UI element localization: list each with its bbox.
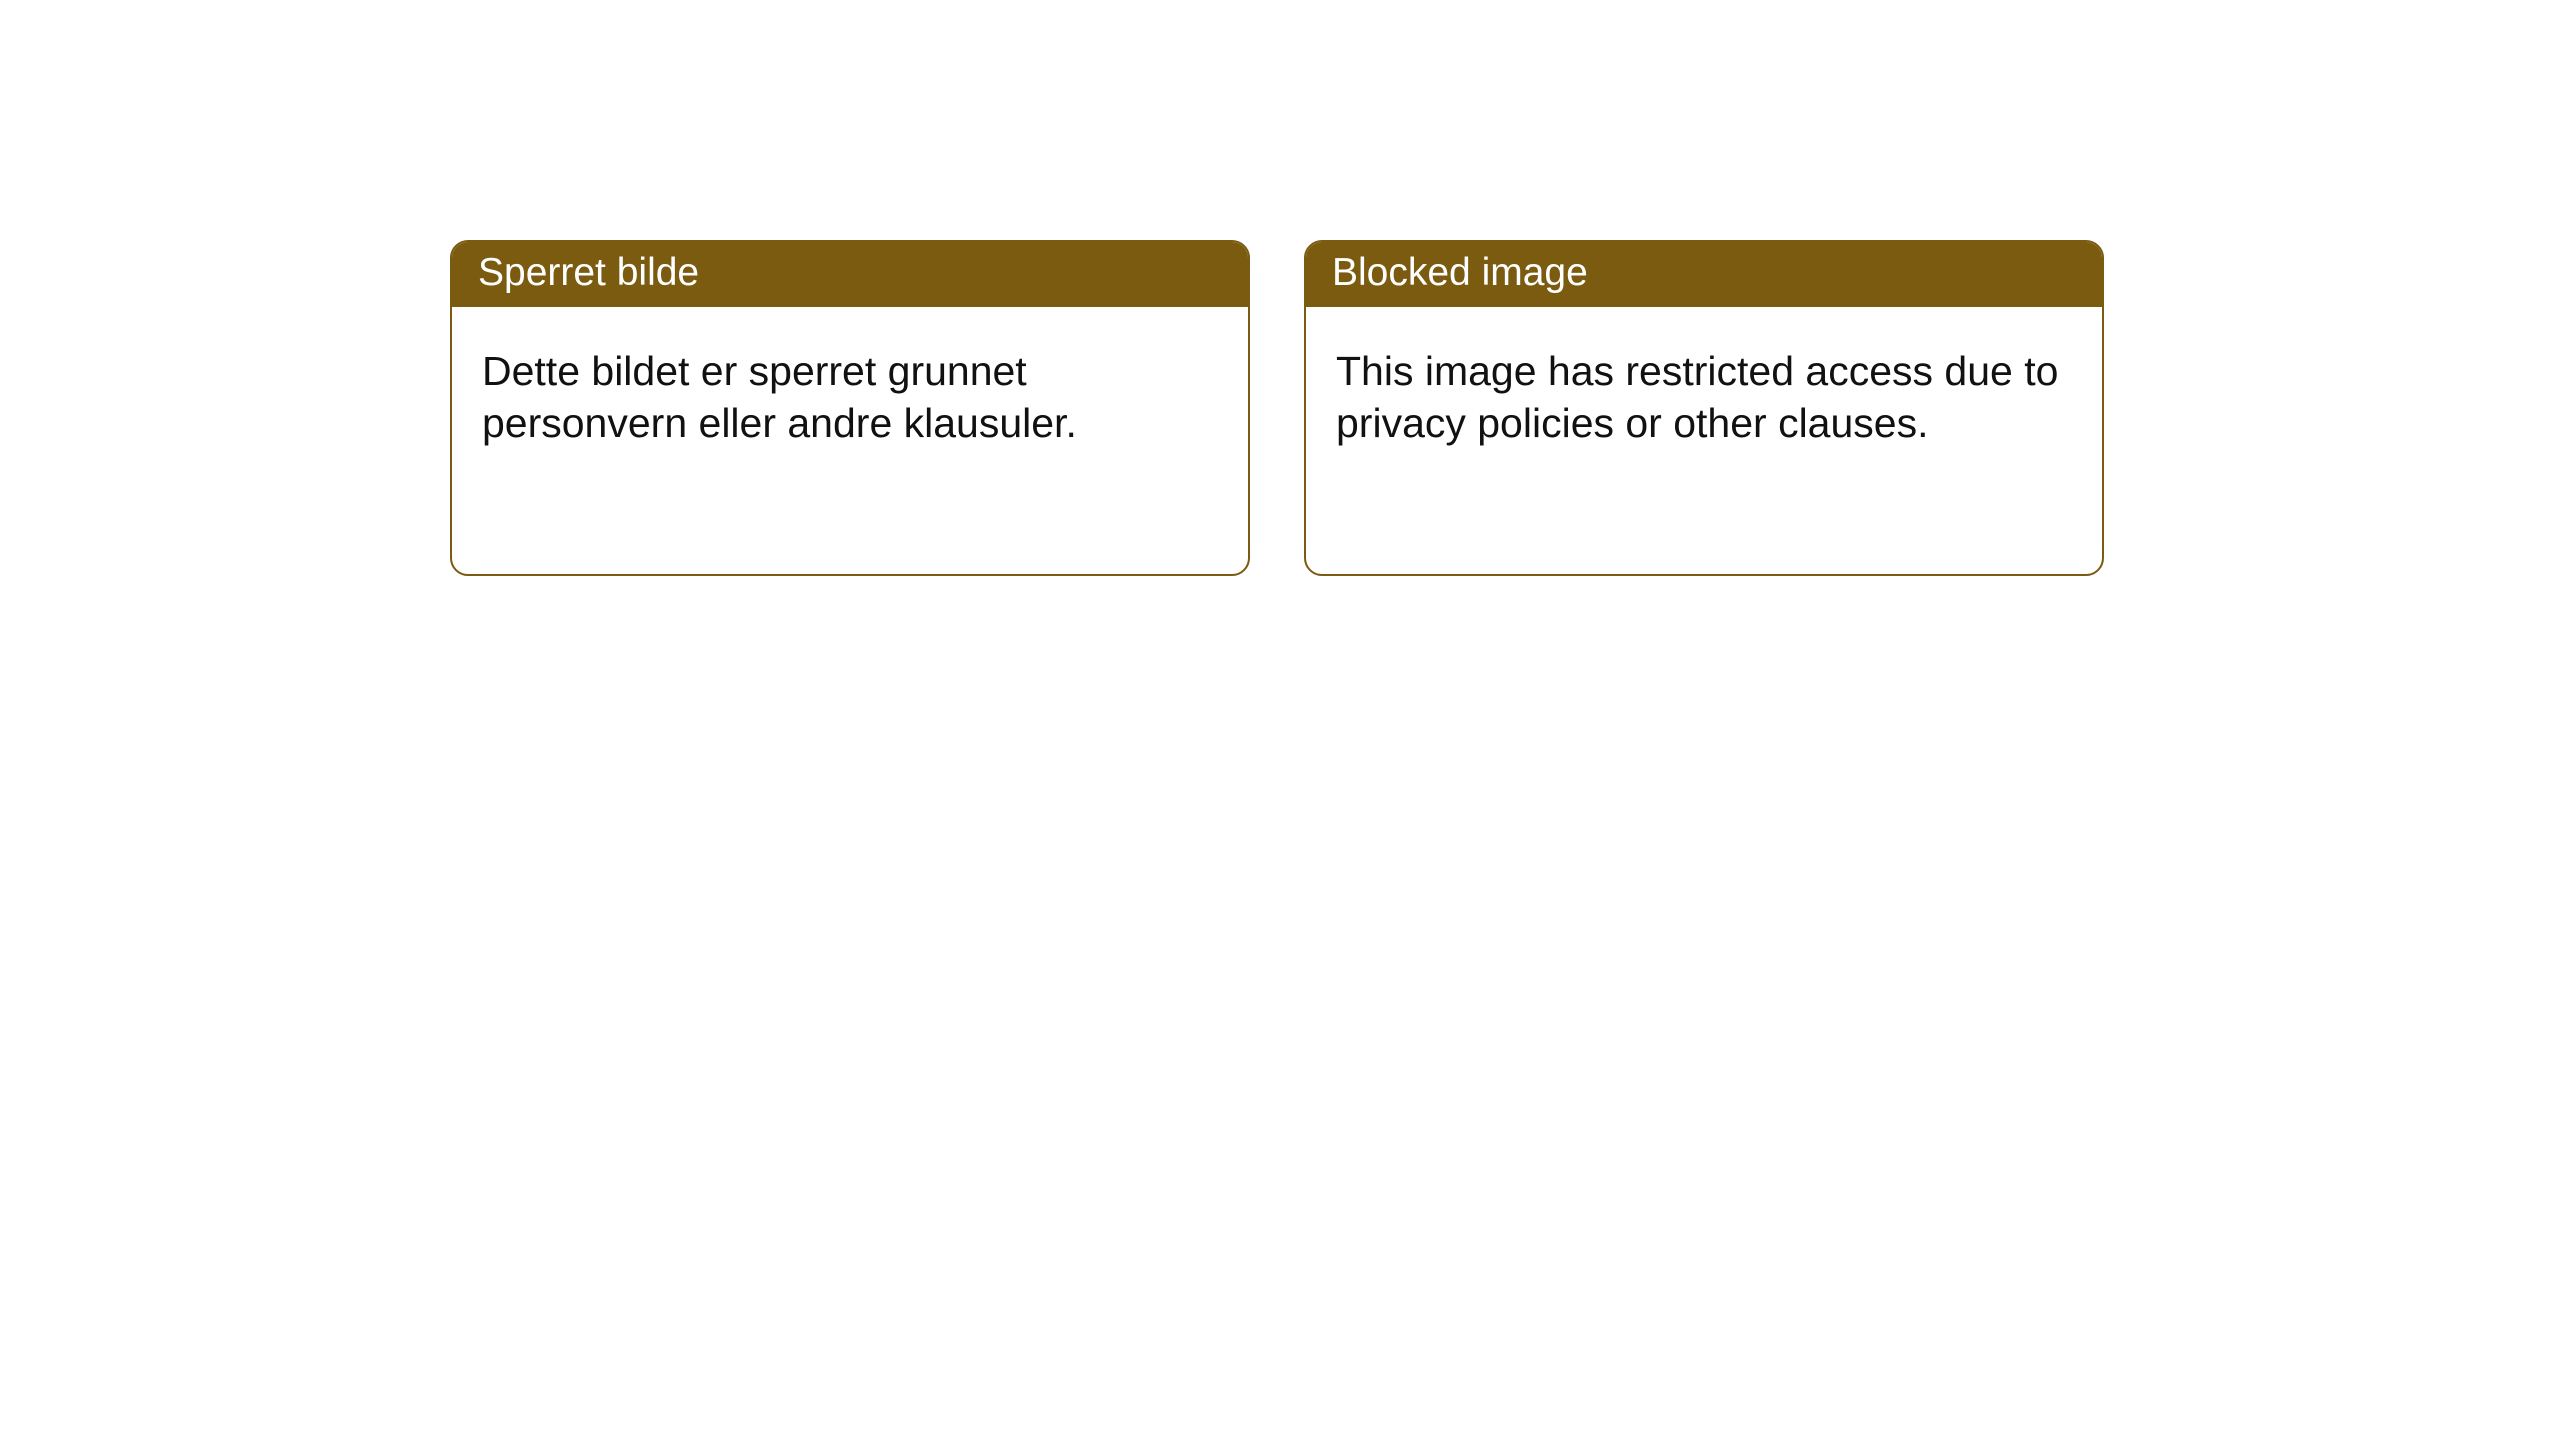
notice-card-body-no: Dette bildet er sperret grunnet personve… [452,307,1248,480]
notice-card-title-no: Sperret bilde [452,242,1248,307]
notice-card-body-en: This image has restricted access due to … [1306,307,2102,480]
notice-container: Sperret bilde Dette bildet er sperret gr… [0,0,2560,576]
notice-card-title-en: Blocked image [1306,242,2102,307]
notice-card-en: Blocked image This image has restricted … [1304,240,2104,576]
notice-card-no: Sperret bilde Dette bildet er sperret gr… [450,240,1250,576]
